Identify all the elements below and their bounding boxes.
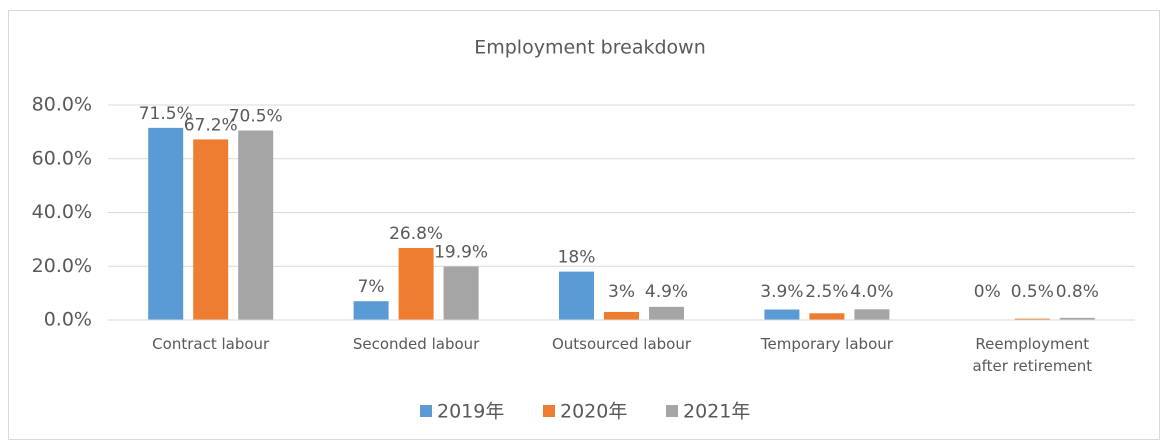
data-label: 3.9% [760,282,803,302]
data-label: 26.8% [389,224,443,244]
bar [193,139,229,320]
data-label: 70.5% [229,107,283,127]
legend-label: 2021年 [683,401,750,423]
legend-label: 2019年 [437,401,504,423]
data-label: 18% [558,248,596,268]
y-tick-label: 60.0% [32,147,92,169]
legend-swatch [666,405,678,417]
legend-swatch [543,405,555,417]
data-label: 19.9% [434,243,488,263]
data-label: 4.0% [850,282,893,302]
bar [604,311,639,320]
y-tick-label: 80.0% [32,94,92,116]
data-label: 2.5% [805,282,848,302]
bar [398,247,434,320]
x-tick-label: Contract labour [152,335,270,353]
bar [1014,318,1050,320]
bar [764,309,800,320]
bar [443,266,479,320]
legend-swatch [420,405,432,417]
bar [559,271,594,320]
bar [854,309,890,320]
data-label: 0.5% [1011,282,1054,302]
legend-label: 2020年 [560,401,627,423]
bar [148,127,184,320]
chart-title: Employment breakdown [474,37,706,59]
data-label: 0.8% [1056,282,1099,302]
bar [238,130,274,320]
data-label: 67.2% [184,115,238,135]
x-tick-label: Outsourced labour [551,335,692,353]
bar [353,301,389,320]
data-label: 71.5% [139,104,193,124]
x-tick-label: Temporary labour [760,335,893,353]
data-label: 3% [608,282,635,302]
bar [809,313,845,320]
x-tick-label: Seconded labour [352,335,480,353]
y-tick-label: 20.0% [32,255,92,277]
x-tick-label: Reemployment after retirement [972,335,1093,375]
data-label: 7% [358,277,385,297]
bar [1059,317,1095,320]
bar [649,306,684,320]
data-label: 0% [974,282,1001,302]
y-tick-label: 40.0% [32,201,92,223]
y-tick-label: 0.0% [44,309,92,331]
data-label: 4.9% [645,282,688,302]
